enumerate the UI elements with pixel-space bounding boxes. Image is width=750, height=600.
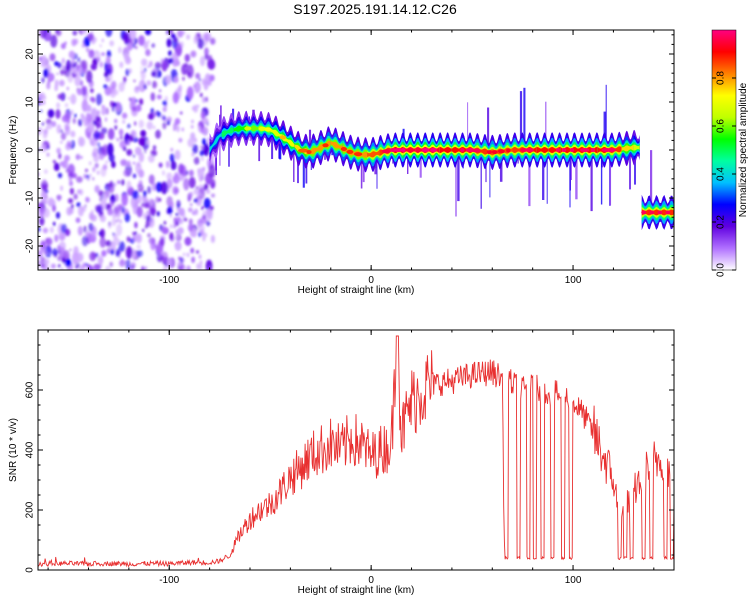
snr-x-tick-label: 100 <box>565 575 582 586</box>
snr-y-label: SNR (10 * v/v) <box>8 418 19 482</box>
colorbar-gradient <box>711 29 737 271</box>
snr-y-tick-label: 200 <box>25 501 36 518</box>
snr-panel: -100 0 100 0 200 400 600 Height of straight li… <box>8 329 675 596</box>
spectrogram-x-tick-label: 0 <box>368 275 374 286</box>
spectrogram-x-tick-label: 100 <box>565 275 582 286</box>
spectrogram-y-tick-label: -10 <box>25 190 36 205</box>
colorbar-tick-label: 0.0 <box>716 263 727 277</box>
colorbar: 0.0 0.2 0.4 0.6 0.8 Normalized spectral ampl… <box>711 29 749 277</box>
snr-x-label: Height of straight line (km) <box>298 585 415 596</box>
snr-y-tick-label: 400 <box>25 441 36 458</box>
spectrogram-y-tick-label: -20 <box>25 238 36 253</box>
spectrogram-x-tick-label: -100 <box>159 275 179 286</box>
colorbar-tick-label: 0.6 <box>716 119 727 133</box>
colorbar-tick-label: 0.2 <box>716 215 727 229</box>
snr-y-tick-label: 0 <box>25 567 36 573</box>
snr-plot-area <box>38 335 674 568</box>
spectrogram-y-tick-label: 20 <box>25 48 36 60</box>
spectrogram-x-label: Height of straight line (km) <box>298 285 415 296</box>
colorbar-label: Normalized spectral amplitude <box>738 82 749 217</box>
spectrogram-y-label: Frequency (Hz) <box>8 116 19 185</box>
snr-series-line <box>38 335 674 568</box>
spectrogram-plot-area <box>38 30 674 270</box>
snr-ticks: -100 0 100 0 200 400 600 <box>25 330 674 586</box>
track-hotspots <box>244 126 671 215</box>
snr-x-tick-label: -100 <box>159 575 179 586</box>
noise-speckle <box>38 30 216 270</box>
colorbar-ticks: 0.0 0.2 0.4 0.6 0.8 <box>712 71 736 277</box>
spectrogram-y-tick-label: 0 <box>25 147 36 153</box>
snr-y-tick-label: 600 <box>25 381 36 398</box>
colorbar-tick-label: 0.4 <box>716 167 727 181</box>
figure-title: S197.2025.191.14.12.C26 <box>293 1 457 17</box>
spectrogram-y-tick-label: 10 <box>25 96 36 108</box>
colorbar-tick-label: 0.8 <box>716 71 727 85</box>
snr-x-tick-label: 0 <box>368 575 374 586</box>
snr-frame <box>37 329 675 571</box>
